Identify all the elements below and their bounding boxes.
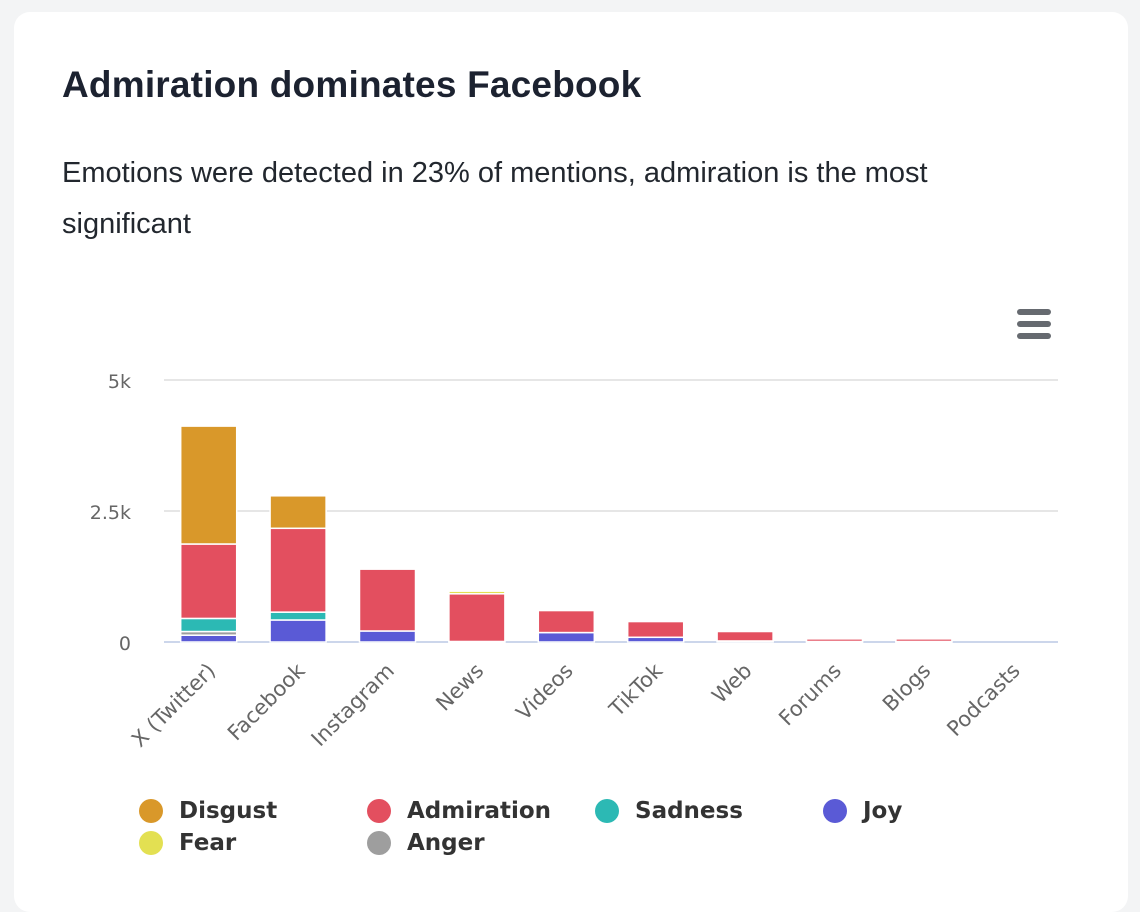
y-axis-labels: 0 2.5k 5k — [90, 371, 131, 655]
bar-tiktok-admiration[interactable] — [626, 620, 685, 639]
legend-label-joy: Joy — [863, 798, 903, 824]
bars-layer — [179, 425, 953, 644]
bar-blogs-admiration[interactable] — [895, 638, 953, 643]
x-tick-label-facebook: Facebook — [223, 658, 310, 745]
x-tick-label-x-twitter: X (Twitter) — [127, 659, 220, 752]
emotions-card: Admiration dominates Facebook Emotions w… — [14, 12, 1128, 912]
bar-instagram-admiration[interactable] — [358, 568, 417, 632]
bar-web-admiration[interactable] — [716, 630, 774, 642]
x-tick-label-podcasts: Podcasts — [942, 659, 1024, 741]
y-tick-label: 5k — [108, 371, 131, 393]
bar-facebook-admiration[interactable] — [269, 527, 327, 613]
hamburger-menu-icon[interactable] — [1014, 307, 1056, 341]
x-tick-label-blogs: Blogs — [878, 659, 936, 717]
x-tick-label-forums: Forums — [774, 659, 846, 731]
legend-label-sadness: Sadness — [635, 798, 743, 824]
legend-label-anger: Anger — [407, 830, 485, 856]
legend-swatch-admiration — [367, 799, 391, 823]
legend-swatch-fear — [139, 831, 163, 855]
y-tick-label: 0 — [119, 633, 131, 655]
legend-swatch-anger — [367, 831, 391, 855]
bar-videos-admiration[interactable] — [537, 609, 596, 634]
bar-facebook-disgust[interactable] — [269, 495, 327, 530]
card-title: Admiration dominates Facebook — [62, 64, 642, 105]
legend-label-fear: Fear — [179, 830, 237, 856]
x-tick-label-videos: Videos — [512, 659, 578, 725]
x-tick-label-news: News — [431, 659, 488, 716]
x-tick-label-instagram: Instagram — [307, 659, 400, 752]
legend-swatch-sadness — [595, 799, 619, 823]
bar-news-fear[interactable] — [448, 590, 506, 595]
bar-x-twitter-joy[interactable] — [179, 634, 238, 643]
card-subtitle: Emotions were detected in 23% of mention… — [62, 157, 928, 240]
x-tick-label-web: Web — [707, 659, 756, 708]
bar-forums-admiration[interactable] — [805, 638, 864, 643]
chart-menu-button[interactable] — [1014, 307, 1056, 341]
legend-label-disgust: Disgust — [179, 798, 278, 824]
x-tick-label-tiktok: TikTok — [604, 658, 668, 722]
bar-news-admiration[interactable] — [448, 593, 506, 643]
bar-facebook-sadness[interactable] — [269, 611, 327, 621]
legend-label-admiration: Admiration — [407, 798, 552, 824]
bar-x-twitter-disgust[interactable] — [179, 425, 238, 545]
y-tick-label: 2.5k — [90, 502, 131, 524]
legend-swatch-disgust — [139, 799, 163, 823]
bar-facebook-joy[interactable] — [269, 619, 327, 643]
bar-instagram-joy[interactable] — [358, 630, 417, 643]
bar-videos-joy[interactable] — [537, 631, 596, 643]
legend-swatch-joy — [823, 799, 847, 823]
bar-x-twitter-admiration[interactable] — [179, 543, 238, 620]
bar-x-twitter-sadness[interactable] — [179, 617, 238, 633]
